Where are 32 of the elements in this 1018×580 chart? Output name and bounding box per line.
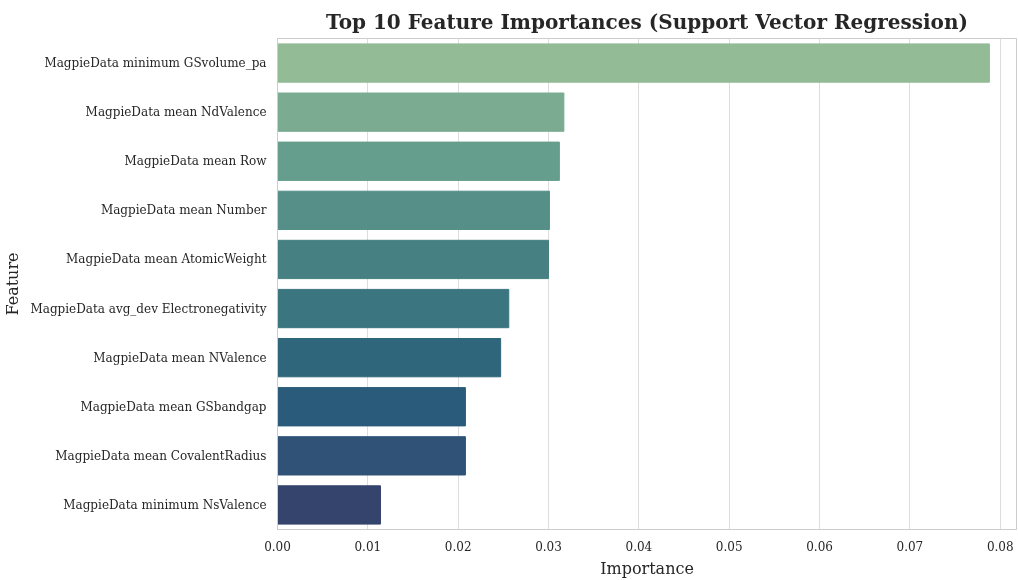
x-tick-label: 0.02 <box>444 539 472 554</box>
y-axis-title: Feature <box>3 252 23 316</box>
x-tick-label: 0.07 <box>896 539 924 554</box>
y-tick-label: MagpieData mean AtomicWeight <box>66 252 267 267</box>
bar <box>277 92 565 132</box>
y-tick-label: MagpieData mean NValence <box>93 350 267 365</box>
y-tick-label: MagpieData mean CovalentRadius <box>55 448 267 463</box>
x-tick-label: 0.03 <box>535 539 562 554</box>
x-tick-label: 0.00 <box>264 539 291 554</box>
bar <box>277 43 990 83</box>
x-tick-label: 0.06 <box>806 539 833 554</box>
x-tick-label: 0.01 <box>354 539 382 554</box>
bar <box>277 338 502 378</box>
y-tick-label: MagpieData mean NdValence <box>85 105 267 120</box>
bar <box>277 288 510 329</box>
bar <box>277 239 550 280</box>
x-tick-label: 0.04 <box>625 539 653 554</box>
y-tick-label: MagpieData mean GSbandgap <box>80 399 267 414</box>
bar <box>277 485 381 525</box>
bar <box>277 436 466 476</box>
y-tick-label: MagpieData avg_dev Electronegativity <box>30 301 267 316</box>
bar <box>277 387 466 427</box>
y-tick-label: MagpieData mean Number <box>100 203 267 218</box>
bar <box>277 141 560 181</box>
x-tick-label: 0.05 <box>715 539 743 554</box>
y-tick-label: MagpieData minimum GSvolume_pa <box>44 56 267 71</box>
y-tick-label: MagpieData minimum NsValence <box>63 497 267 512</box>
bar <box>277 190 550 230</box>
x-tick-label: 0.08 <box>986 539 1014 554</box>
y-tick-label: MagpieData mean Row <box>124 154 268 169</box>
x-axis-title: Importance <box>600 558 694 578</box>
chart-title: Top 10 Feature Importances (Support Vector Regression) <box>326 9 968 34</box>
